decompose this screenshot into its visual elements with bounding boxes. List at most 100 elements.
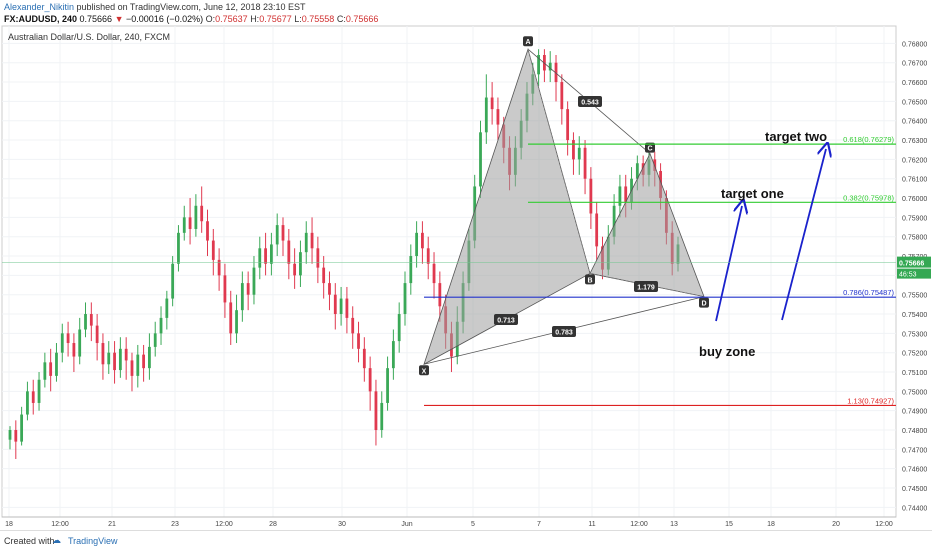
candle-body — [217, 259, 221, 276]
x-tick-label: 28 — [269, 521, 277, 528]
created-with-text: Created with — [4, 536, 55, 546]
candle — [89, 302, 93, 342]
candle-body — [624, 186, 628, 202]
candle-body — [188, 217, 192, 229]
x-tick-label: 18 — [767, 521, 775, 528]
candle — [618, 174, 622, 218]
candle — [333, 283, 337, 330]
fib-level-label: 1.13(0.74927) — [847, 396, 894, 405]
candle — [49, 348, 53, 392]
candle — [595, 201, 599, 260]
candle-body — [26, 391, 29, 415]
current-price-tag — [897, 256, 931, 268]
candle — [310, 217, 314, 264]
candle-body — [548, 62, 552, 71]
x-tick-label: Jun — [401, 521, 412, 528]
candle-body — [322, 267, 326, 284]
pattern-point-marker — [523, 36, 533, 47]
candle-body — [55, 352, 58, 376]
candle — [60, 323, 64, 363]
author-link[interactable]: Alexander_Nikitin — [4, 2, 75, 12]
y-tick-label: 0.75300 — [902, 331, 927, 338]
ab-dash-line — [527, 49, 591, 274]
candle-body — [537, 54, 540, 75]
candle — [246, 271, 250, 311]
y-tick-label: 0.74900 — [902, 409, 927, 416]
candle-body — [333, 294, 337, 315]
candle — [281, 217, 285, 257]
candle — [200, 186, 204, 233]
candle-body — [177, 232, 180, 264]
footer: Created with ☁ TradingView — [0, 530, 932, 551]
x-tick-label: 11 — [588, 521, 595, 528]
candle — [415, 221, 419, 268]
candle — [391, 329, 395, 380]
candle-body — [589, 178, 593, 214]
candle — [223, 263, 227, 318]
y-tick-label: 0.76200 — [902, 157, 927, 164]
candle-body — [287, 240, 291, 264]
candle — [235, 294, 238, 344]
y-tick-label: 0.76800 — [902, 41, 927, 48]
x-tick-label: 5 — [471, 521, 475, 528]
y-tick-label: 0.74800 — [902, 428, 927, 435]
annotation-label: target one — [721, 186, 784, 201]
candle — [182, 205, 186, 241]
fib-level-label: 0.786(0.75487) — [843, 288, 894, 297]
candle — [479, 120, 482, 199]
close-label: C: — [336, 14, 346, 24]
candle — [130, 352, 134, 392]
ratio-label: 0.713 — [497, 318, 515, 325]
candle-body — [275, 225, 279, 245]
candle-body — [95, 325, 99, 344]
candle-body — [60, 333, 64, 353]
y-tick-label: 0.74400 — [902, 505, 927, 512]
candle-body — [351, 317, 355, 334]
candle — [328, 271, 331, 311]
price-chart[interactable]: Australian Dollar/U.S. Dollar, 240, FXCM… — [0, 0, 932, 530]
candle-body — [223, 275, 227, 303]
candle — [496, 97, 500, 141]
candle — [20, 406, 24, 446]
candle — [72, 333, 76, 373]
candle-body — [148, 346, 151, 369]
y-tick-label: 0.75200 — [902, 351, 927, 358]
candle-body — [380, 402, 384, 431]
x-tick-label: 7 — [537, 521, 541, 528]
candle-body — [304, 232, 308, 253]
candle-body — [258, 248, 262, 268]
tradingview-logo-icon[interactable]: ☁ — [52, 535, 61, 545]
candle — [264, 232, 267, 276]
target-one-arrow — [715, 206, 742, 322]
y-tick-label: 0.76500 — [902, 99, 927, 106]
ratio-badge — [552, 326, 576, 337]
pattern-point-label: D — [701, 301, 706, 308]
candle-body — [101, 343, 105, 365]
candle — [554, 54, 558, 102]
candle-body — [269, 244, 273, 264]
candle — [8, 426, 12, 450]
candle — [490, 82, 494, 125]
fib-level-label: 0.382(0.75978) — [843, 193, 894, 202]
tradingview-brand[interactable]: TradingView — [68, 536, 118, 546]
candle — [386, 356, 389, 411]
candle-body — [386, 368, 389, 403]
y-tick-label: 0.74600 — [902, 467, 927, 474]
candle — [357, 321, 360, 363]
candle-body — [583, 147, 587, 179]
candle-body — [264, 248, 267, 264]
low-value: 0.75558 — [301, 14, 335, 24]
candle — [84, 302, 87, 338]
candle — [293, 248, 297, 289]
candle — [484, 74, 488, 144]
ratio-badge — [634, 281, 658, 292]
candle — [206, 209, 209, 257]
candle-body — [142, 354, 145, 369]
candle — [240, 271, 244, 322]
pattern-point-label: X — [422, 368, 427, 375]
candle — [118, 337, 122, 378]
candle-body — [357, 333, 360, 349]
candle-body — [635, 163, 639, 179]
candle — [258, 236, 262, 280]
candle-body — [560, 82, 564, 110]
